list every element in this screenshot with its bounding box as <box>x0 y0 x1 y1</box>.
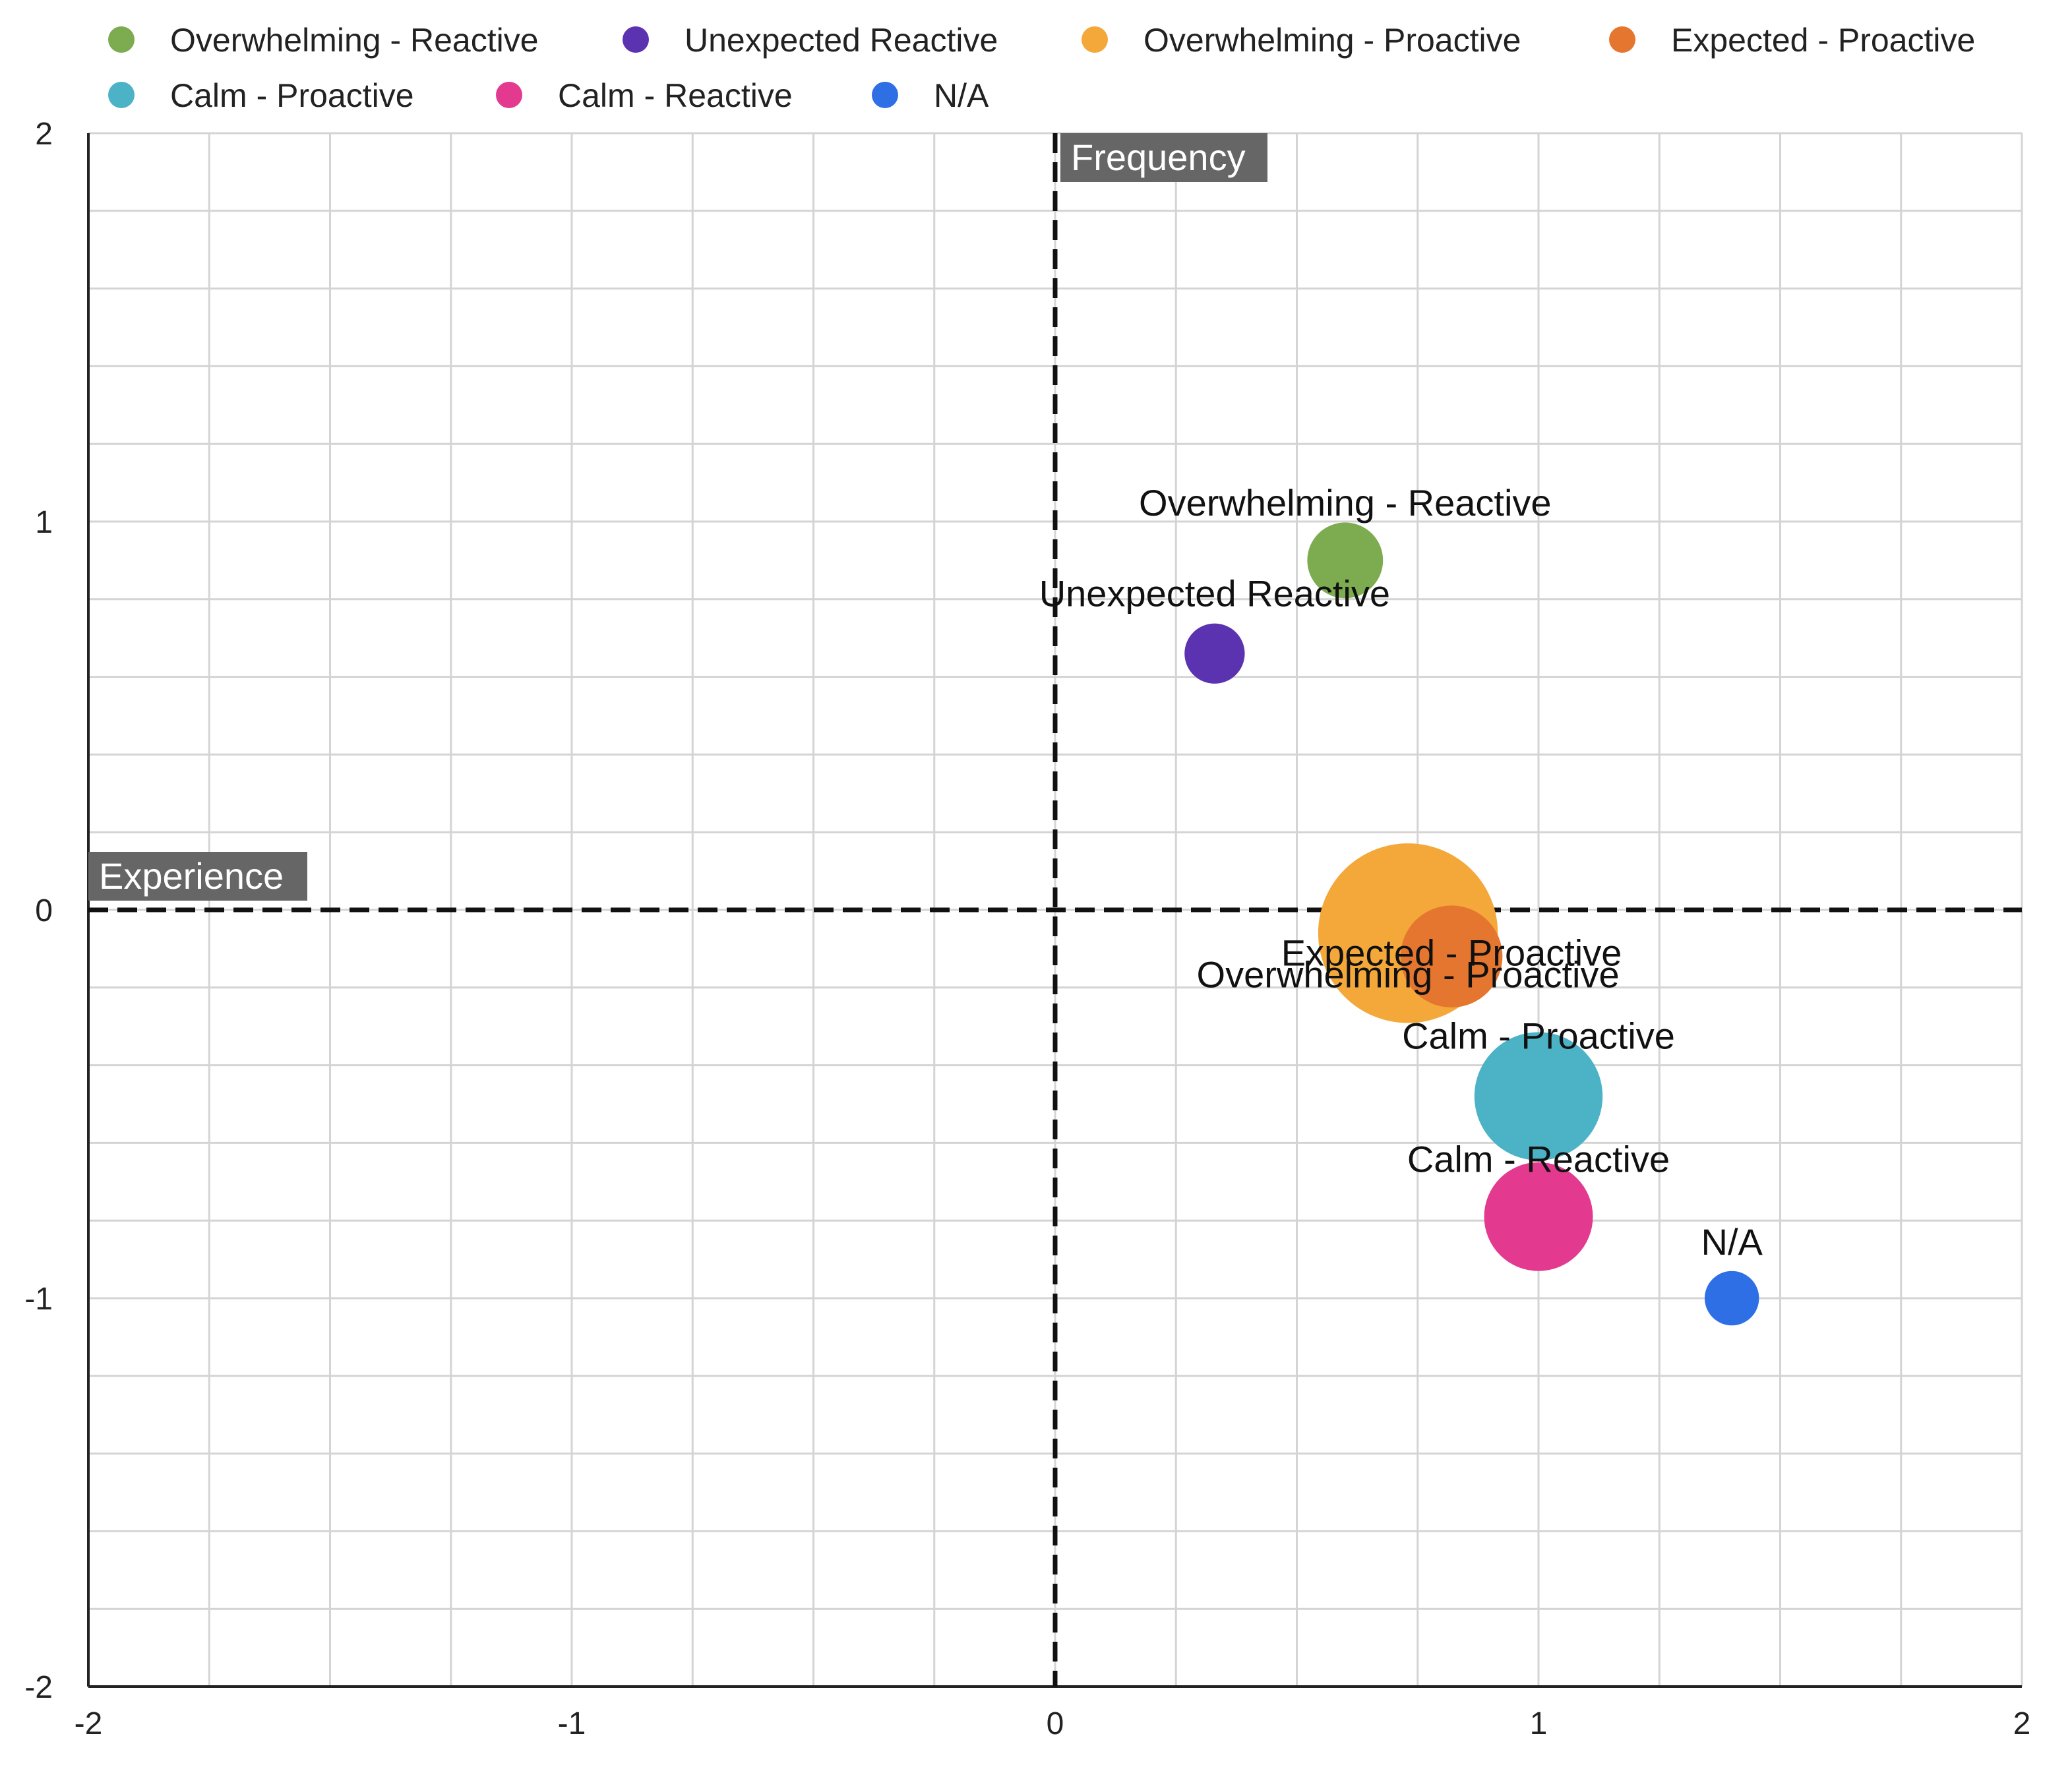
legend-swatch <box>496 82 522 108</box>
legend-label[interactable]: Expected - Proactive <box>1671 22 1975 59</box>
frequency-axis-tag: Frequency <box>1060 133 1267 182</box>
legend-label[interactable]: Unexpected Reactive <box>685 22 998 59</box>
reference-lines <box>88 133 2022 1687</box>
legend-label[interactable]: N/A <box>934 77 989 114</box>
y-tick-label: -2 <box>24 1670 53 1705</box>
legend-label[interactable]: Calm - Proactive <box>170 77 414 114</box>
legend-swatch <box>108 82 135 108</box>
frequency-tag-box <box>1060 133 1267 182</box>
legend-swatch <box>1609 26 1635 53</box>
legend-swatch <box>108 26 135 53</box>
frequency-tag-label: Frequency <box>1071 136 1246 178</box>
legend: Overwhelming - Reactive Unexpected Reacti… <box>108 22 1975 114</box>
legend-swatch <box>872 82 898 108</box>
bubble-label: Expected - Proactive <box>1281 932 1622 974</box>
x-tick-label: -2 <box>75 1706 103 1741</box>
y-tick-label: 1 <box>35 505 53 540</box>
x-tick-label: 2 <box>2013 1706 2031 1741</box>
y-tick-label: 0 <box>35 893 53 928</box>
x-tick-label: 0 <box>1047 1706 1064 1741</box>
experience-axis-tag: Experience <box>88 852 307 901</box>
bubble-label: Unexpected Reactive <box>1039 572 1390 614</box>
y-tick-label: -1 <box>24 1282 53 1317</box>
x-tick-label: -1 <box>558 1706 586 1741</box>
bubble-unexpected-reactive[interactable] <box>1184 623 1245 684</box>
bubbles <box>1184 522 1759 1326</box>
legend-label[interactable]: Calm - Reactive <box>558 77 793 114</box>
y-tick-label: 2 <box>35 117 53 152</box>
bubble-n-a[interactable] <box>1704 1271 1759 1326</box>
bubble-calm-proactive[interactable] <box>1474 1032 1603 1160</box>
bubble-expected-proactive[interactable] <box>1400 905 1503 1007</box>
bubble-label: Overwhelming - Proactive <box>1197 953 1620 995</box>
experience-tag-box <box>88 852 307 901</box>
tick-labels: -2 -1 0 1 2 2 1 0 -1 -2 <box>24 117 2030 1741</box>
experience-tag-label: Experience <box>99 855 284 897</box>
x-tick-label: 1 <box>1530 1706 1548 1741</box>
bubble-overwhelming-reactive[interactable] <box>1307 522 1384 599</box>
bubble-labels: Overwhelming - Reactive Unexpected Reacti… <box>1039 482 1763 1263</box>
bubble-label: Overwhelming - Reactive <box>1139 482 1552 524</box>
bubble-label: N/A <box>1701 1221 1763 1263</box>
legend-label[interactable]: Overwhelming - Reactive <box>170 22 539 59</box>
legend-swatch <box>623 26 649 53</box>
legend-swatch <box>1082 26 1108 53</box>
bubble-label: Calm - Reactive <box>1407 1138 1670 1180</box>
legend-label[interactable]: Overwhelming - Proactive <box>1143 22 1521 59</box>
bubble-label: Calm - Proactive <box>1402 1015 1675 1057</box>
bubble-calm-reactive[interactable] <box>1484 1162 1593 1271</box>
